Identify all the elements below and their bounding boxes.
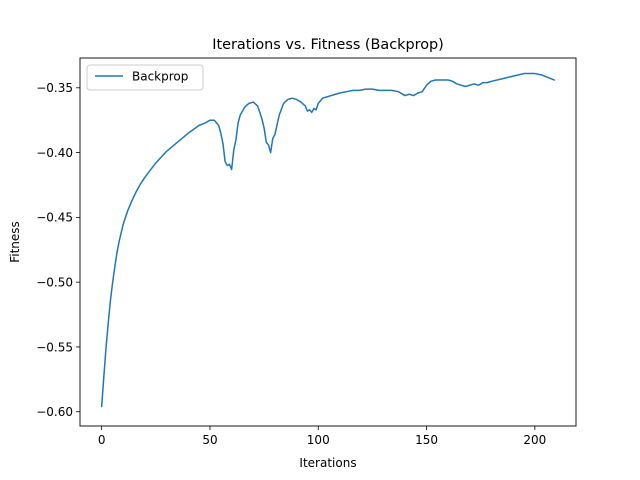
y-tick-label: −0.35 <box>36 81 73 95</box>
x-axis-label: Iterations <box>299 456 356 470</box>
y-axis-ticks: −0.60 −0.55 −0.50 −0.45 −0.40 −0.35 <box>36 81 80 419</box>
x-tick-label: 200 <box>523 433 546 447</box>
chart-title: Iterations vs. Fitness (Backprop) <box>212 37 444 53</box>
x-tick-label: 100 <box>307 433 330 447</box>
series-line-backprop <box>100 72 556 408</box>
y-tick-label: −0.60 <box>36 405 73 419</box>
legend: Backprop <box>86 64 204 91</box>
x-axis-ticks: 0 50 100 150 200 <box>98 426 546 447</box>
y-tick-label: −0.50 <box>36 275 73 289</box>
axes-frame <box>79 57 577 427</box>
plot-area <box>100 72 556 408</box>
legend-box <box>86 64 204 91</box>
x-tick-label: 0 <box>98 433 106 447</box>
y-axis-label: Fitness <box>8 221 22 263</box>
x-tick-label: 150 <box>415 433 438 447</box>
legend-label-backprop: Backprop <box>132 70 188 84</box>
y-tick-label: −0.45 <box>36 211 73 225</box>
x-tick-label: 50 <box>202 433 217 447</box>
y-tick-label: −0.40 <box>36 146 73 160</box>
y-tick-label: −0.55 <box>36 340 73 354</box>
